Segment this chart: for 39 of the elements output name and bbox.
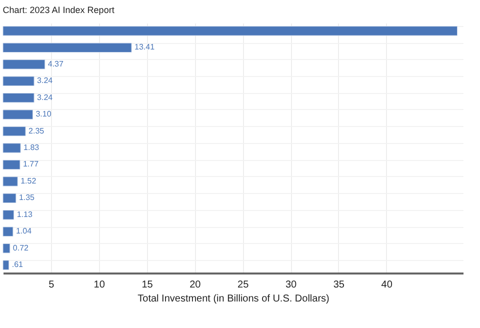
data-label: 2.35 — [28, 126, 45, 136]
data-label: 3.24 — [37, 76, 54, 86]
x-tick-label: 20 — [190, 280, 202, 290]
data-label: 1.77 — [22, 160, 40, 169]
bar — [2, 92, 34, 103]
data-label: 1.13 — [16, 210, 33, 219]
x-tick-label: 40 — [381, 280, 393, 290]
data-label: 0.72 — [12, 243, 30, 252]
data-label: 1.52 — [20, 176, 37, 186]
x-axis-title: Total Investment (in Billions of U.S. Dollars) — [138, 294, 330, 304]
bar — [2, 110, 33, 120]
data-label: 3.10 — [36, 110, 52, 119]
x-tick-label: 5 — [48, 280, 55, 290]
x-tick-label: 15 — [142, 280, 154, 290]
bar — [2, 60, 46, 70]
bar — [2, 210, 14, 220]
bar — [2, 193, 16, 204]
bar — [2, 126, 26, 136]
text: Chart: 2023 AI Index Report — [2, 5, 115, 15]
data-label: 13.41 — [134, 42, 156, 52]
bar — [2, 260, 10, 270]
bar — [2, 160, 20, 170]
x-tick-label: 10 — [94, 280, 106, 290]
data-label: 1.35 — [18, 193, 36, 202]
bar — [2, 143, 21, 153]
data-label: 3.24 — [37, 92, 54, 102]
x-tick-label: 35 — [333, 280, 345, 290]
data-label: 1.04 — [16, 226, 32, 236]
bar — [2, 226, 14, 236]
data-label: 4.37 — [48, 59, 64, 68]
bar — [2, 26, 458, 36]
bar — [2, 243, 10, 254]
data-label: .61 — [12, 260, 24, 270]
data-label: 1.83 — [24, 143, 40, 152]
x-tick-label: 25 — [238, 280, 250, 290]
bar — [2, 176, 18, 186]
x-tick-label: 30 — [285, 280, 297, 290]
bar — [2, 76, 34, 86]
bar — [2, 42, 132, 53]
